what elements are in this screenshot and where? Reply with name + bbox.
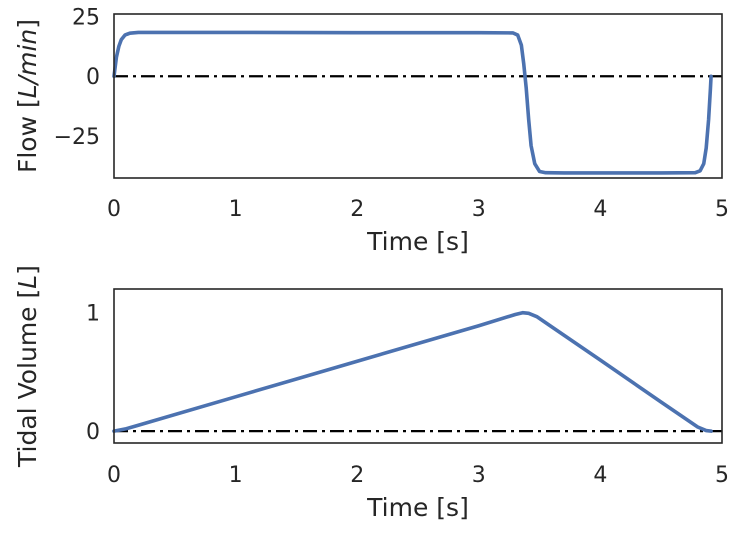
flow-chart: 0 1 2 3 4 5 −25 0 25 Time [s] Flow [L/min]: [13, 5, 729, 256]
volume-y-axis-label-prefix: Tidal Volume [: [13, 289, 42, 468]
flow-y-axis-label-unit: L/min: [13, 29, 42, 99]
volume-x-tick-label: 4: [593, 463, 607, 488]
flow-x-tick-label: 1: [229, 197, 243, 222]
volume-y-tick-label: 1: [86, 302, 100, 327]
flow-y-axis-label-prefix: Flow [: [13, 98, 42, 173]
volume-x-tick-label: 3: [472, 463, 486, 488]
volume-y-axis-label-unit: L: [13, 275, 42, 289]
flow-plot-frame: [113, 13, 723, 179]
flow-x-tick-label: 5: [715, 197, 729, 222]
volume-series-line-0: [112, 310, 713, 433]
volume-chart: 0 1 2 3 4 5 0 1 Time [s] Tidal Volume [L]: [13, 265, 729, 522]
flow-y-tick-label: −25: [54, 125, 100, 150]
volume-x-axis-label: Time [s]: [366, 493, 469, 522]
flow-x-tick-label: 4: [593, 197, 607, 222]
flow-x-axis-label: Time [s]: [366, 227, 469, 256]
volume-y-axis-label-suffix: ]: [13, 265, 42, 275]
volume-x-tick-label: 1: [229, 463, 243, 488]
flow-x-tick-label: 3: [472, 197, 486, 222]
flow-y-axis-label-suffix: ]: [13, 19, 42, 29]
volume-plot-frame: [113, 288, 723, 444]
volume-x-tick-label: 5: [715, 463, 729, 488]
volume-x-tick-label: 2: [350, 463, 364, 488]
flow-y-axis-label: Flow [L/min]: [13, 19, 42, 173]
volume-x-tick-label: 0: [107, 463, 121, 488]
flow-x-tick-label: 2: [350, 197, 364, 222]
volume-y-tick-label: 0: [86, 420, 100, 445]
flow-x-tick-label: 0: [107, 197, 121, 222]
volume-y-axis-label: Tidal Volume [L]: [13, 265, 42, 468]
flow-y-tick-label: 0: [86, 65, 100, 90]
flow-y-tick-label: 25: [72, 5, 100, 30]
flow-series-line-0: [112, 30, 713, 175]
